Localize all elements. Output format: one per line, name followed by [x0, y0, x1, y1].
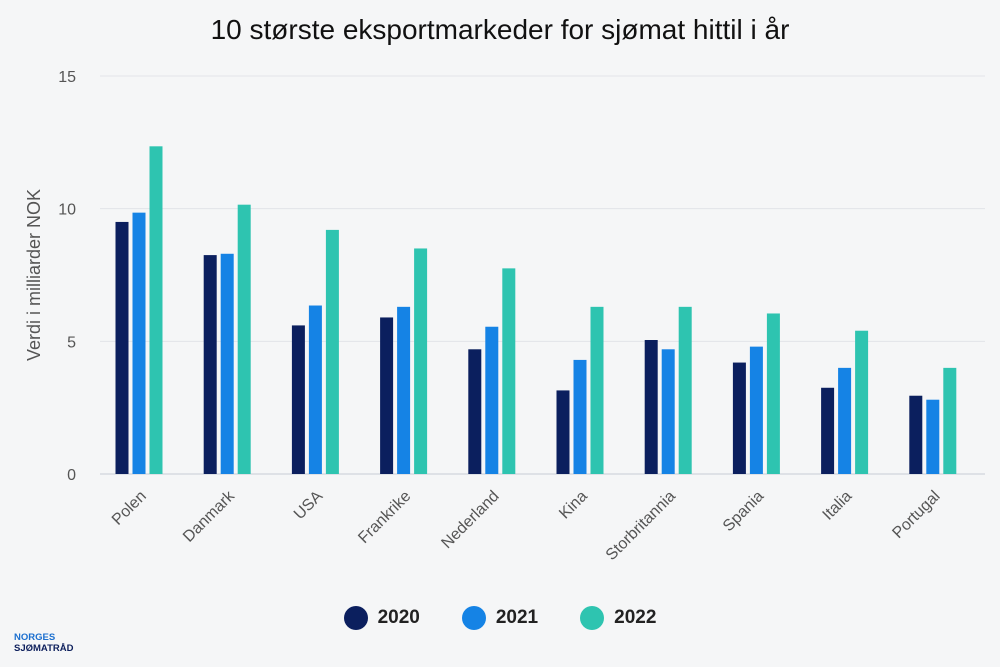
bar-2022-danmark [237, 204, 251, 475]
y-tick-label: 0 [67, 467, 76, 484]
legend-swatch [343, 606, 368, 630]
x-tick-label: Italia [820, 488, 856, 524]
bar-2022-kina [590, 306, 604, 474]
brand-logo: NORGES SJØMATRÅD [14, 632, 73, 654]
bar-2020-polen [115, 221, 129, 474]
legend-swatch [461, 606, 486, 630]
legend-swatch [580, 606, 605, 630]
bar-2021-frankrike [397, 306, 411, 474]
bar-2020-storbritannia [644, 340, 658, 474]
legend-item-2022: 2022 [580, 606, 656, 630]
bar-2022-storbritannia [678, 306, 692, 474]
bar-2020-portugal [909, 395, 923, 474]
bar-2021-storbritannia [661, 349, 675, 474]
bar-2021-polen [132, 212, 146, 474]
bar-2020-frankrike [380, 317, 394, 474]
x-tick-label: Kina [556, 488, 591, 523]
y-axis-label: Verdi i milliarder NOK [24, 189, 44, 361]
bar-2022-portugal [943, 367, 957, 474]
bar-2022-frankrike [414, 248, 428, 474]
x-tick-label: Spania [720, 488, 767, 535]
legend-label: 2022 [614, 607, 657, 628]
bar-2022-spania [766, 313, 780, 474]
bar-2020-italia [821, 387, 835, 474]
x-tick-label: Nederland [438, 488, 502, 552]
bar-2022-nederland [502, 268, 516, 474]
bar-2020-usa [291, 325, 305, 474]
legend-label: 2020 [377, 607, 420, 628]
bar-2021-danmark [220, 253, 234, 474]
bar-2021-usa [308, 305, 322, 474]
x-tick-label: USA [291, 488, 327, 524]
y-tick-label: 5 [67, 334, 76, 351]
bar-2022-italia [855, 330, 869, 474]
bar-2021-italia [838, 367, 852, 474]
bar-2021-kina [573, 359, 587, 474]
legend-label: 2021 [495, 607, 539, 628]
bar-2020-kina [556, 390, 570, 474]
x-tick-label: Polen [109, 488, 150, 529]
chart-title: 10 største eksportmarkeder for sjømat hi… [210, 14, 790, 45]
bar-2021-spania [749, 346, 763, 474]
bar-2020-nederland [468, 349, 482, 474]
x-tick-label: Frankrike [355, 488, 414, 547]
bar-2021-nederland [485, 326, 499, 474]
x-tick-label: Portugal [889, 488, 943, 542]
legend-item-2020: 2020 [343, 606, 420, 630]
bar-2022-polen [149, 146, 163, 474]
bar-2021-portugal [926, 399, 940, 474]
legend-item-2021: 2021 [461, 606, 539, 630]
bar-2020-danmark [203, 255, 217, 474]
bar-2022-usa [325, 229, 339, 474]
x-tick-label: Storbritannia [603, 488, 679, 564]
brand-logo-line1: NORGES [14, 632, 56, 643]
chart-plot: 0 5 10 15 Verdi i milliarder NOK Polen Danmark… [24, 69, 985, 564]
y-tick-label: 10 [58, 202, 76, 219]
brand-logo-line2: SJØMATRÅD [14, 643, 74, 654]
legend: 2020 2021 2022 [0, 606, 1000, 630]
y-tick-label: 15 [58, 69, 76, 86]
x-tick-label: Danmark [180, 487, 239, 546]
bar-2020-spania [732, 362, 746, 474]
